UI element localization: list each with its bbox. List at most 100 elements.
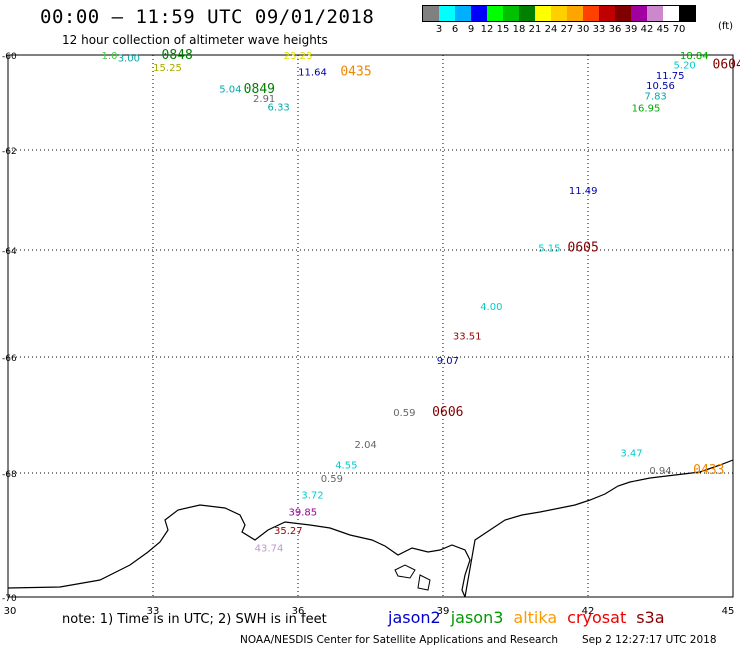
wave-height-label: 10.56 (646, 81, 675, 92)
y-axis-labels: -60 -62 -64 -66 -68 -70 (2, 52, 17, 604)
pass-time-label: 0604 (713, 58, 740, 73)
color-scale-label: 3 (435, 24, 443, 35)
color-swatch (471, 6, 487, 21)
x-tick-label: 45 (722, 606, 735, 617)
color-scale-label: 9 (467, 24, 475, 35)
x-tick-label: 33 (147, 606, 160, 617)
y-tick-label: -68 (2, 470, 17, 480)
plot-frame (7, 54, 734, 598)
color-scale-label: 42 (640, 24, 654, 35)
legend-item-s3a: s3a (636, 608, 665, 627)
wave-height-label: 6.33 (268, 102, 290, 113)
color-swatch (615, 6, 631, 21)
wave-height-label: 5.15 (538, 244, 560, 255)
color-scale-label: 45 (656, 24, 670, 35)
color-scale-label: 15 (496, 24, 510, 35)
wave-height-label: 16.95 (632, 103, 661, 114)
legend-item-altika: altika (513, 608, 558, 627)
pass-time-label: 0605 (568, 241, 599, 256)
wave-height-label: 11.49 (569, 186, 598, 197)
color-scale-label: 24 (544, 24, 558, 35)
wave-height-label: 3.72 (301, 491, 323, 502)
legend-item-jason2: jason2 (388, 608, 441, 627)
color-scale-label: 70 (672, 24, 686, 35)
x-axis-labels: 30 33 36 39 42 45 (4, 606, 735, 617)
wave-height-label: 5.04 (219, 84, 241, 95)
satellite-legend: jason2 jason3 altika cryosat s3a (388, 608, 665, 627)
color-swatch (679, 6, 695, 21)
pass-time-label: 0606 (432, 405, 463, 420)
wave-height-label: 1.0 (102, 51, 118, 62)
antarctic-coastline (7, 504, 471, 598)
wave-height-label: 23.23 (284, 51, 313, 62)
wave-height-label: 0.94 (649, 466, 671, 477)
y-tick-label: -66 (2, 354, 17, 364)
footer-timestamp: Sep 2 12:27:17 UTC 2018 (582, 634, 717, 646)
pass-time-label: 0433 (693, 463, 724, 478)
wave-height-label: 11.75 (656, 71, 685, 82)
wave-height-label: 3.47 (620, 449, 642, 460)
legend-item-jason3: jason3 (450, 608, 504, 627)
color-scale-label: 30 (576, 24, 590, 35)
wave-height-label: 0.59 (321, 474, 343, 485)
wave-height-label: 2.91 (253, 94, 275, 105)
wave-height-label: 9.07 (437, 356, 459, 367)
color-swatch (519, 6, 535, 21)
wave-height-label: 5.20 (674, 61, 696, 72)
color-scale-label: 33 (592, 24, 606, 35)
color-swatch (631, 6, 647, 21)
color-swatch (663, 6, 679, 21)
legend-item-cryosat: cryosat (567, 608, 627, 627)
wave-height-label: 33.51 (453, 332, 482, 343)
pass-time-label: 0848 (162, 48, 193, 63)
footer: NOAA/NESDIS Center for Satellite Applica… (240, 634, 717, 646)
units-note: note: 1) Time is in UTC; 2) SWH is in fe… (62, 612, 327, 627)
coastline-island (394, 564, 416, 579)
color-scale-label: 12 (480, 24, 494, 35)
x-tick-label: 30 (4, 606, 17, 617)
color-swatch (439, 6, 455, 21)
color-swatch (423, 6, 439, 21)
x-tick-label: 42 (582, 606, 595, 617)
color-scale-unit: (ft) (718, 21, 734, 32)
map-subtitle: 12 hour collection of altimeter wave hei… (62, 33, 328, 47)
color-swatch (503, 6, 519, 21)
color-swatch (455, 6, 471, 21)
x-tick-label: 36 (292, 606, 305, 617)
color-swatch (487, 6, 503, 21)
color-swatch (583, 6, 599, 21)
wave-height-label: 4.00 (480, 302, 502, 313)
wave-height-label: 4.55 (335, 460, 357, 471)
grid-lines (8, 55, 733, 597)
color-swatch (599, 6, 615, 21)
color-scale-swatches (422, 5, 696, 22)
wave-height-label: 3.00 (118, 53, 140, 64)
color-scale-label: 18 (512, 24, 526, 35)
color-scale: 3 6 9 12 15 18 21 24 27 30 33 36 39 42 45 70 (422, 5, 696, 36)
wave-height-label: 39.85 (289, 507, 318, 518)
footer-agency: NOAA/NESDIS Center for Satellite Applica… (240, 634, 558, 646)
wave-height-label: 0.59 (393, 408, 415, 419)
y-tick-label: -70 (2, 594, 17, 604)
coastline-inlet (417, 574, 431, 591)
color-scale-label: 39 (624, 24, 638, 35)
y-tick-label: -62 (2, 147, 17, 157)
color-scale-label: 6 (451, 24, 459, 35)
pass-time-label: 0849 (244, 82, 275, 97)
color-scale-label: 36 (608, 24, 622, 35)
wave-height-label: 43.74 (255, 543, 284, 554)
color-swatch (647, 6, 663, 21)
color-scale-label: 27 (560, 24, 574, 35)
color-scale-labels: 3 6 9 12 15 18 21 24 27 30 33 36 39 42 45 70 (422, 22, 696, 36)
color-scale-label: 21 (528, 24, 542, 35)
color-swatch (567, 6, 583, 21)
wave-height-label: 18.84 (680, 51, 709, 62)
map-title: 00:00 – 11:59 UTC 09/01/2018 (40, 6, 375, 28)
color-swatch (551, 6, 567, 21)
wave-height-label: 35.27 (274, 526, 303, 537)
coastline-east (464, 459, 734, 598)
color-swatch (535, 6, 551, 21)
y-tick-label: -60 (2, 52, 17, 62)
